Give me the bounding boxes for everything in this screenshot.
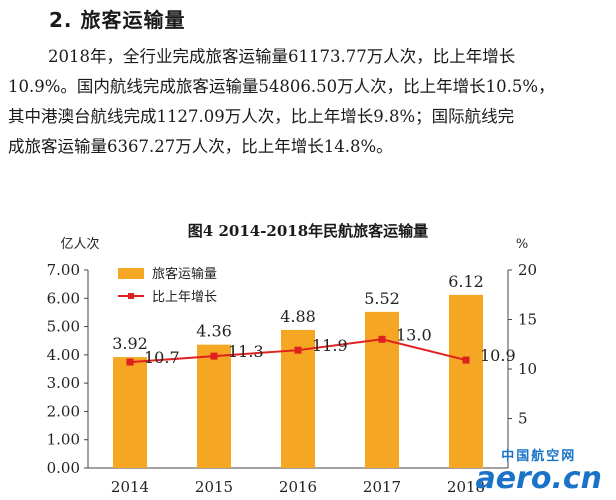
- watermark-cn: 中国航空网: [501, 449, 577, 464]
- left-tick-label: 0.00: [47, 459, 80, 477]
- bar: [113, 357, 147, 468]
- left-tick-label: 3.00: [47, 374, 80, 392]
- chart-title: 图4 2014-2018年民航旅客运输量: [187, 222, 429, 240]
- bar: [365, 311, 399, 468]
- left-tick-label: 7.00: [47, 261, 80, 279]
- right-tick-label: 20: [518, 261, 537, 279]
- growth-point: [378, 335, 386, 343]
- bar-value-label: 5.52: [364, 289, 400, 308]
- legend-bar-label: 旅客运输量: [152, 266, 217, 282]
- left-tick-label: 6.00: [47, 289, 80, 307]
- legend-bar-swatch: [118, 268, 144, 279]
- right-axis-title: %: [516, 237, 528, 252]
- x-tick-label: 2016: [279, 478, 317, 496]
- paragraph-line: 10.9%。国内航线完成旅客运输量54806.50万人次，比上年增长10.5%，: [8, 77, 555, 96]
- left-tick-label: 4.00: [47, 346, 80, 364]
- x-tick-label: 2017: [363, 478, 401, 496]
- section-title: 2. 旅客运输量: [49, 8, 186, 32]
- growth-point: [210, 352, 218, 360]
- x-tick-label: 2014: [111, 478, 149, 496]
- bar-value-label: 4.88: [280, 307, 316, 326]
- legend-line-marker: [128, 293, 134, 299]
- bar: [197, 344, 231, 468]
- right-tick-label: 10: [518, 360, 537, 378]
- watermark: 中国航空网 aero.cn: [475, 445, 602, 494]
- watermark-logo: aero.cn: [475, 461, 602, 496]
- right-tick-label: 15: [518, 311, 537, 329]
- left-tick-label: 2.00: [47, 402, 80, 420]
- growth-value-label: 10.7: [144, 348, 180, 367]
- growth-point: [126, 358, 134, 366]
- growth-point: [462, 356, 470, 364]
- x-tick-label: 2015: [195, 478, 233, 496]
- x-tick-label: 2018: [447, 478, 485, 496]
- bar-value-label: 6.12: [448, 272, 484, 291]
- growth-value-label: 11.3: [228, 342, 264, 361]
- bar: [449, 294, 483, 468]
- left-axis-title: 亿人次: [60, 236, 99, 252]
- paragraph-line: 2018年，全行业完成旅客运输量61173.77万人次，比上年增长: [48, 47, 516, 66]
- growth-value-label: 13.0: [396, 325, 432, 344]
- paragraph-line: 其中港澳台航线完成1127.09万人次，比上年增长9.8%；国际航线完: [8, 107, 515, 126]
- growth-value-label: 11.9: [312, 336, 348, 355]
- right-tick-label: 5: [518, 410, 528, 428]
- summary-paragraph: 2018年，全行业完成旅客运输量61173.77万人次，比上年增长 10.9%。…: [8, 42, 608, 162]
- left-tick-label: 1.00: [47, 431, 80, 449]
- growth-value-label: 10.9: [480, 346, 516, 365]
- left-tick-label: 5.00: [47, 318, 80, 336]
- growth-point: [294, 346, 302, 354]
- bar-value-label: 4.36: [196, 322, 232, 341]
- paragraph-line: 成旅客运输量6367.27万人次，比上年增长14.8%。: [8, 137, 393, 156]
- legend-line-label: 比上年增长: [152, 290, 217, 305]
- bar-value-label: 3.92: [112, 334, 148, 353]
